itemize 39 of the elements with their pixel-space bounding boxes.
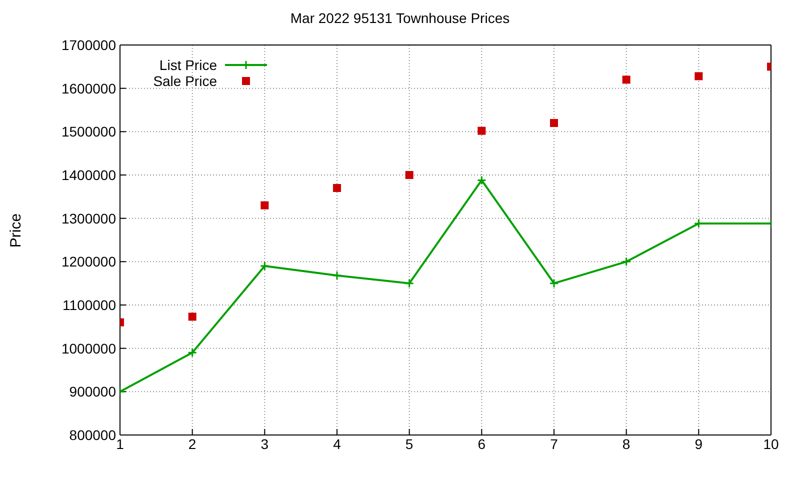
point [332, 270, 342, 280]
x-tick-label: 2 [188, 436, 196, 452]
y-tick-label: 800000 [69, 426, 116, 443]
x-tick-label: 9 [694, 436, 703, 452]
x-tick-label: 8 [622, 436, 630, 452]
point [622, 76, 630, 84]
point [476, 175, 486, 185]
y-axis-title: Price [8, 212, 24, 250]
x-tick-label: 5 [405, 436, 414, 452]
y-tick-label: 900000 [69, 384, 116, 400]
y-tick-label: 1100000 [62, 296, 116, 313]
point [260, 201, 269, 210]
y-tick-label: 1300000 [61, 210, 116, 226]
legend-label: Sale Price [153, 73, 218, 89]
y-tick-label: 1000000 [61, 340, 116, 356]
point [550, 119, 558, 127]
y-tick-label: 1600000 [61, 80, 116, 96]
point [188, 312, 196, 321]
x-tick-label: 4 [333, 436, 342, 452]
x-tick-label: 10 [763, 436, 779, 452]
y-tick-label: 1400000 [61, 166, 116, 183]
point [188, 348, 198, 358]
point [549, 278, 559, 288]
y-tick-label: 1500000 [61, 124, 116, 140]
point [694, 72, 703, 80]
point [622, 256, 632, 266]
point [333, 184, 341, 192]
x-tick-label: 1 [116, 436, 124, 452]
y-tick-label: 1200000 [61, 254, 116, 270]
point [260, 261, 270, 271]
legend-label: List Price [159, 57, 218, 73]
point [405, 171, 414, 179]
point [404, 278, 414, 288]
x-tick-label: 7 [550, 436, 558, 452]
x-tick-label: 6 [478, 436, 486, 452]
x-tick-label: 3 [260, 436, 269, 452]
y-tick-label: 1700000 [61, 36, 116, 53]
chart-title: Mar 2022 95131 Townhouse Prices [289, 10, 511, 26]
point [478, 126, 486, 135]
